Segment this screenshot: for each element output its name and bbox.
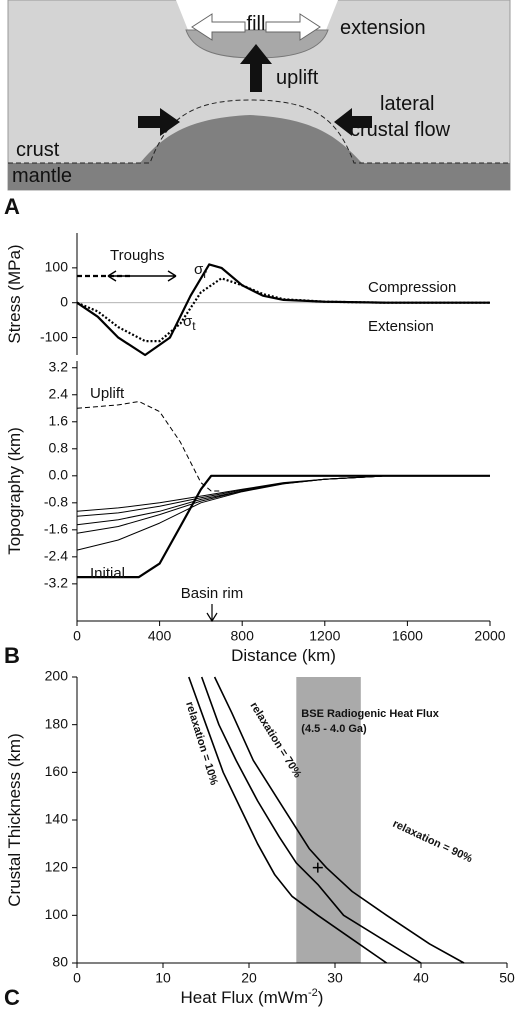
y-tick-label: 0.8 [49,439,69,455]
line-series [76,401,222,492]
curve-label: relaxation = 70% [247,700,303,780]
y-tick-label: 160 [45,763,69,779]
mantle [8,115,510,190]
line-series [76,475,490,534]
y-tick-label: -100 [40,328,68,344]
x-tick-label: 10 [155,970,171,986]
label-lateral: lateral [380,93,434,115]
line-series [76,475,490,551]
x-tick-label: 30 [327,970,343,986]
extension-label: Extension [368,318,434,335]
y-tick-label: 120 [45,858,69,874]
x-tick-label: 0 [73,970,81,986]
y-tick-label: -0.8 [44,494,68,510]
y-tick-label: 100 [45,259,69,275]
line-series [77,474,490,579]
original-moho [8,99,510,164]
arrow-flow-right [334,108,372,136]
line-series [76,277,490,343]
label-uplift: uplift [276,67,319,89]
compression-label: Compression [368,279,456,296]
region-sublabel: (4.5 - 4.0 Ga) [301,723,367,735]
basin-rim-label: Basin rim [181,585,244,602]
curve-label: σt [183,313,196,333]
y-tick-label: 1.6 [49,412,69,428]
y-tick-label: 2.4 [49,385,69,401]
y-tick-label: 0 [60,293,68,309]
y-tick-label: 3.2 [49,358,69,374]
x-label-suffix: ) [318,988,324,1007]
line-series [76,475,490,517]
label-mantle: mantle [12,165,72,187]
x-tick-label: 0 [73,628,81,644]
region-label: BSE Radiogenic Heat Flux [301,708,439,720]
line-series [188,676,388,964]
sigma-subscript: r [203,267,207,281]
y-tick-label: 140 [45,811,69,827]
x-label-text: Heat Flux (mWm [181,988,309,1007]
x-tick-label: 50 [499,970,515,986]
y-tick-label: 100 [45,906,69,922]
uplift-label: Uplift [90,385,125,402]
x-tick-label: 2000 [474,628,505,644]
x-tick-label: 400 [148,628,172,644]
panel-label: A [4,194,20,219]
sigma-symbol: σ [194,261,204,278]
shaded-region [296,677,361,963]
x-tick-label: 1200 [309,628,340,644]
y-tick-label: -3.2 [44,575,68,591]
y-tick-label: -1.6 [44,521,68,537]
panel-label: B [4,643,20,668]
line-series [76,475,490,512]
marker [312,862,323,873]
y-tick-label: -2.4 [44,548,68,564]
label-crust: crust [16,139,60,161]
y-tick-label: 0.0 [49,467,69,483]
y-tick-label: 180 [45,715,69,731]
x-tick-label: 800 [231,628,255,644]
troughs-label: Troughs [110,247,164,264]
y-axis-label: Topography (km) [5,427,24,555]
sigma-symbol: σ [183,313,193,330]
line-series [213,676,465,964]
curve-label: σr [194,261,207,281]
y-tick-label: 80 [52,954,68,970]
x-axis-label: Distance (km) [231,646,336,665]
x-label-superscript: -2 [308,987,318,999]
arrow-extension-left [191,13,246,41]
line-series [76,263,490,357]
label-crustal-flow: crustal flow [350,119,451,141]
troughs-arrow [107,270,177,282]
basin-rim-arrow [206,604,218,623]
line-series [200,676,422,964]
diagram-a: fill extension uplift lateral crustal fl… [4,0,511,219]
arrow-flow-left [138,108,180,136]
label-extension: extension [340,17,426,39]
panel-label: C [4,985,20,1010]
x-axis-label: Heat Flux (mWm-2) [181,987,324,1007]
curve-label: relaxation = 90% [391,818,475,866]
arrow-uplift [240,44,272,92]
x-tick-label: 20 [241,970,257,986]
y-axis-label: Stress (MPa) [5,244,24,343]
y-axis-label: Crustal Thickness (km) [5,733,24,907]
initial-label: Initial [90,565,125,582]
sigma-subscript: t [192,319,196,333]
label-fill: fill [247,13,266,35]
x-tick-label: 40 [413,970,429,986]
x-tick-label: 1600 [392,628,423,644]
arrow-extension-right [265,13,321,41]
y-tick-label: 200 [45,668,69,684]
